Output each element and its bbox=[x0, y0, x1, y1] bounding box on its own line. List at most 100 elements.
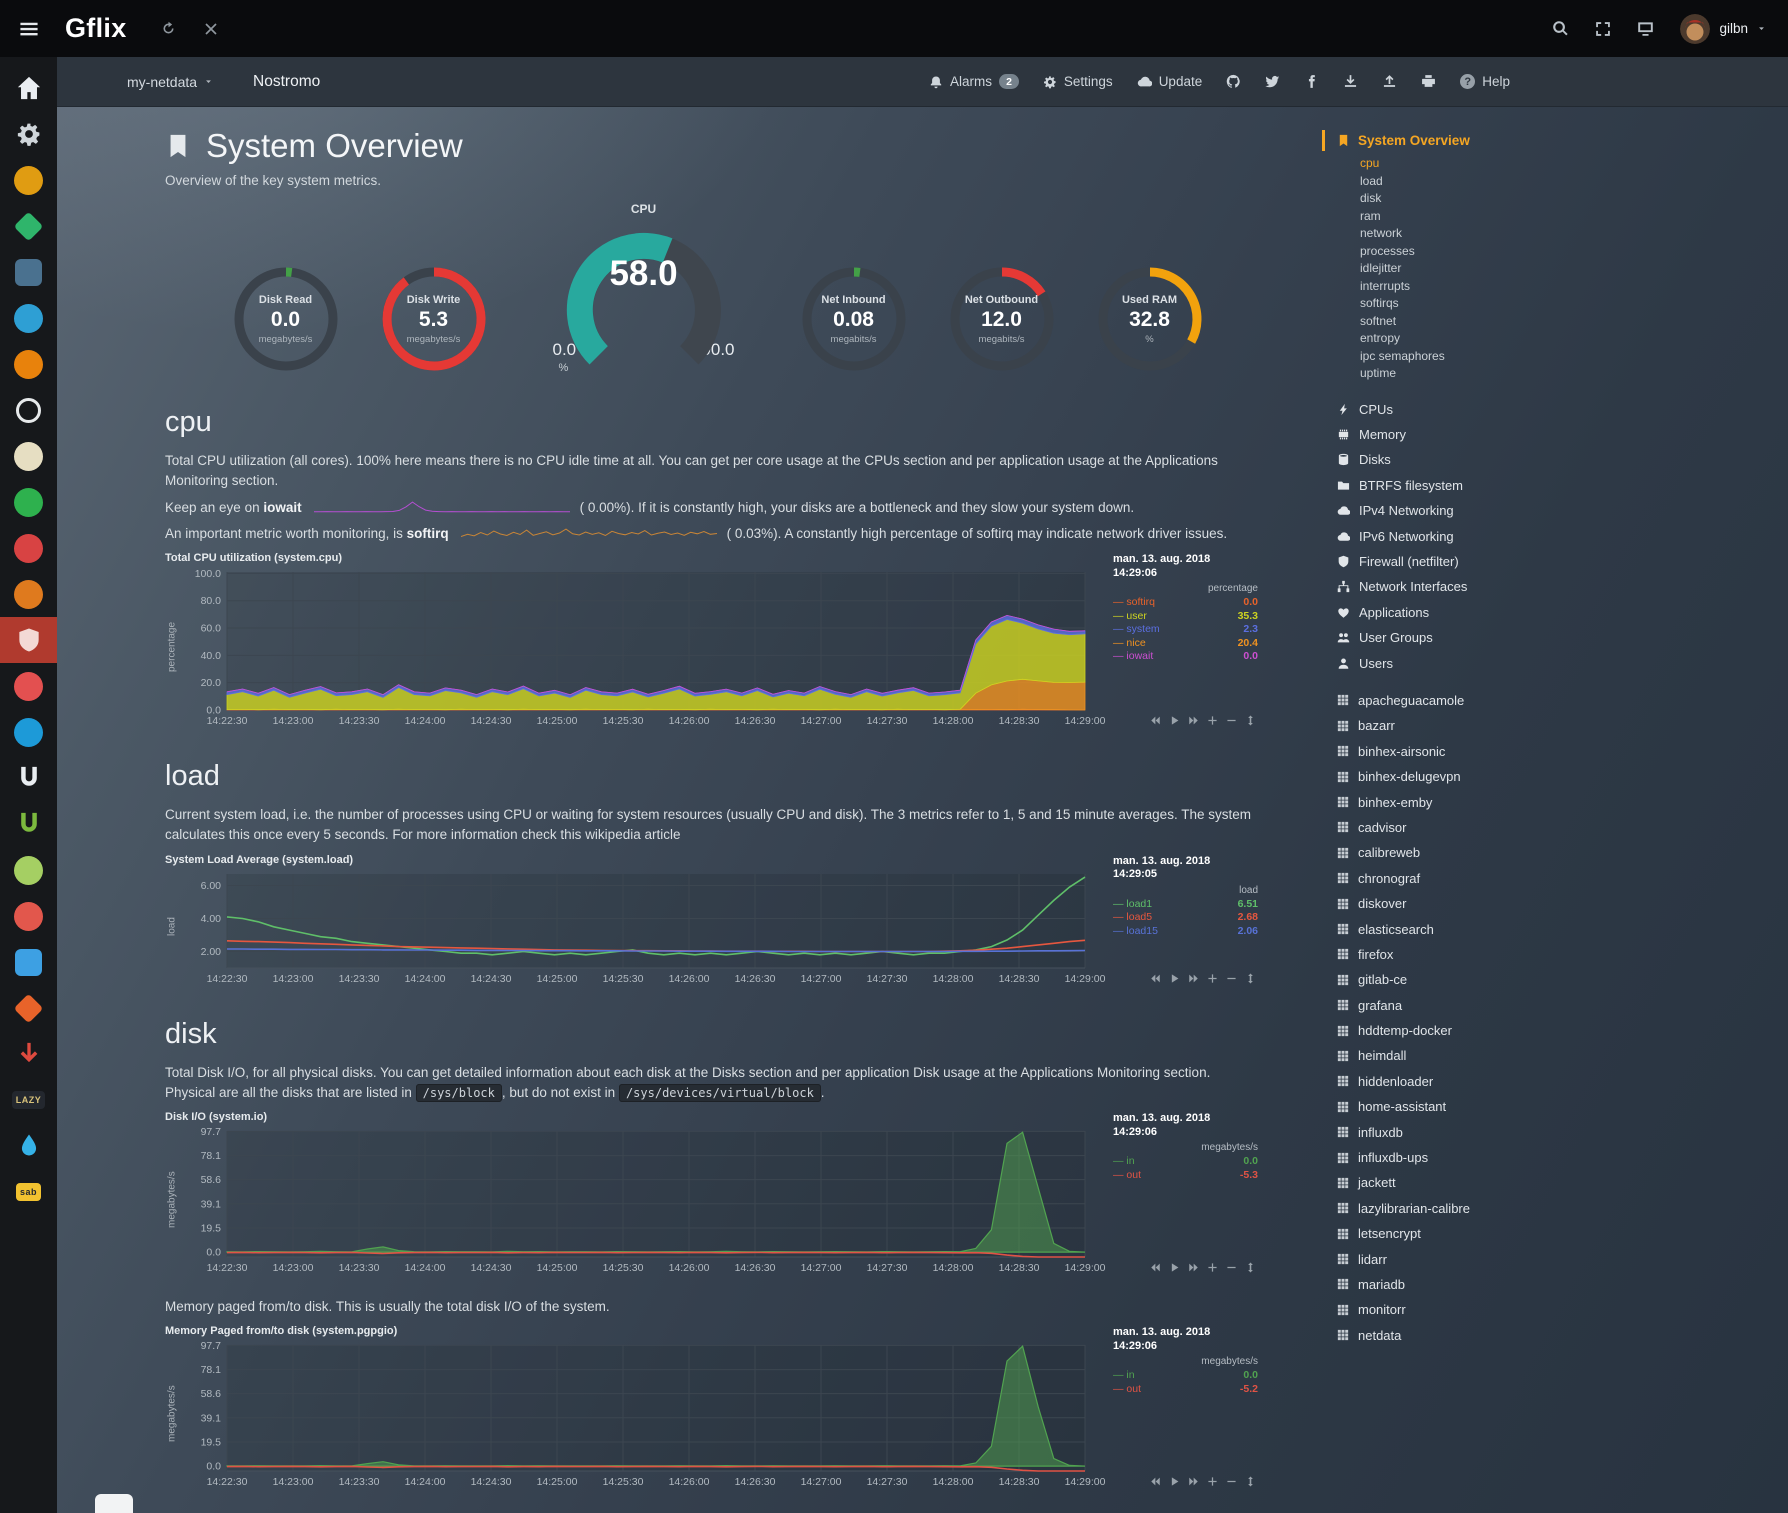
menu-app-letsencrypt[interactable]: letsencrypt bbox=[1337, 1221, 1581, 1246]
zoom-in-button[interactable] bbox=[1207, 715, 1218, 726]
gauge-disk-read[interactable]: Disk Read 0.0 megabytes/s bbox=[231, 264, 341, 374]
search-icon[interactable] bbox=[1552, 20, 1569, 37]
menu-app-mariadb[interactable]: mariadb bbox=[1337, 1272, 1581, 1297]
submenu-ipc-semaphores[interactable]: ipc semaphores bbox=[1360, 348, 1445, 363]
close-tab-icon[interactable] bbox=[204, 22, 218, 36]
chart-plot-disk[interactable]: 14:22:30 14:23:00 14:23:30 14:24:00 14:24:30… bbox=[179, 1125, 1111, 1275]
zoom-in-button[interactable] bbox=[1207, 1476, 1218, 1487]
menu-app-apacheguacamole[interactable]: apacheguacamole bbox=[1337, 688, 1581, 713]
menu-app-grafana[interactable]: grafana bbox=[1337, 992, 1581, 1017]
zoom-out-button[interactable] bbox=[1226, 715, 1237, 726]
legend-item-out[interactable]: — out -5.3 bbox=[1113, 1168, 1258, 1181]
rail-item-app-sab[interactable]: sab bbox=[0, 1169, 57, 1215]
zoom-in-button[interactable] bbox=[1207, 973, 1218, 984]
legend-item-system[interactable]: — system 2.3 bbox=[1113, 623, 1258, 635]
resize-handle[interactable] bbox=[1245, 1476, 1256, 1487]
gauge-used-ram[interactable]: Used RAM 32.8% bbox=[1095, 264, 1205, 374]
upload-icon[interactable] bbox=[1382, 74, 1397, 89]
rail-item-app-rose[interactable] bbox=[0, 663, 57, 709]
pan-forward-button[interactable] bbox=[1188, 973, 1199, 984]
menu-toggle-icon[interactable] bbox=[0, 0, 57, 57]
play-button[interactable] bbox=[1169, 1262, 1180, 1273]
rail-item-app-lazy[interactable]: LAZY bbox=[0, 1077, 57, 1123]
submenu-interrupts[interactable]: interrupts bbox=[1360, 278, 1411, 293]
zoom-out-button[interactable] bbox=[1226, 1262, 1237, 1273]
resize-handle[interactable] bbox=[1245, 972, 1256, 984]
menu-firewall-netfilter-[interactable]: Firewall (netfilter) bbox=[1337, 549, 1581, 574]
pan-forward-button[interactable] bbox=[1188, 715, 1199, 726]
submenu-ram[interactable]: ram bbox=[1360, 208, 1381, 223]
legend-item-load15[interactable]: — load15 2.06 bbox=[1113, 924, 1258, 937]
menu-app-chronograf[interactable]: chronograf bbox=[1337, 866, 1581, 891]
legend-item-user[interactable]: — user 35.3 bbox=[1113, 609, 1258, 622]
menu-app-binhex-airsonic[interactable]: binhex-airsonic bbox=[1337, 739, 1581, 764]
rail-item-app-cream[interactable] bbox=[0, 433, 57, 479]
menu-app-home-assistant[interactable]: home-assistant bbox=[1337, 1094, 1581, 1119]
gauge-disk-write[interactable]: Disk Write 5.3 megabytes/s bbox=[379, 264, 489, 374]
chart-plot-cpu[interactable]: 14:22:30 14:23:00 14:23:30 14:24:00 14:24:30… bbox=[179, 566, 1111, 728]
submenu-idlejitter[interactable]: idlejitter bbox=[1360, 261, 1402, 275]
submenu-load[interactable]: load bbox=[1360, 173, 1383, 188]
menu-memory[interactable]: Memory bbox=[1337, 422, 1581, 447]
rail-item-app-orange[interactable] bbox=[0, 157, 57, 203]
submenu-uptime[interactable]: uptime bbox=[1360, 366, 1397, 380]
gauge-net-inbound[interactable]: Net Inbound 0.08 megabits/s bbox=[799, 264, 909, 374]
play-button[interactable] bbox=[1169, 715, 1180, 726]
menu-app-gitlab-ce[interactable]: gitlab-ce bbox=[1337, 967, 1581, 992]
menu-btrfs-filesystem[interactable]: BTRFS filesystem bbox=[1337, 473, 1581, 498]
rail-item-app-red[interactable] bbox=[0, 525, 57, 571]
rail-item-app-horseshoe-green[interactable] bbox=[0, 801, 57, 847]
rail-item-app-green-diamond[interactable] bbox=[0, 203, 57, 249]
legend-item-load1[interactable]: — load1 6.51 bbox=[1113, 897, 1258, 910]
legend-item-iowait[interactable]: — iowait 0.0 bbox=[1113, 650, 1258, 662]
twitter-icon[interactable] bbox=[1265, 74, 1280, 89]
rail-item-app-coral[interactable] bbox=[0, 893, 57, 939]
zoom-out-button[interactable] bbox=[1226, 1476, 1237, 1487]
menu-app-binhex-delugevpn[interactable]: binhex-delugevpn bbox=[1337, 764, 1581, 789]
rail-item-app-pumpkin[interactable] bbox=[0, 571, 57, 617]
rail-item-app-blue-tile[interactable] bbox=[0, 939, 57, 985]
github-icon[interactable] bbox=[1226, 74, 1241, 89]
menu-system-overview[interactable]: System Overview bbox=[1322, 130, 1581, 151]
rail-item-app-skyblue[interactable] bbox=[0, 295, 57, 341]
menu-applications[interactable]: Applications bbox=[1337, 600, 1581, 625]
rail-item-app-ring[interactable] bbox=[0, 387, 57, 433]
menu-app-jackett[interactable]: jackett bbox=[1337, 1170, 1581, 1195]
menu-app-calibreweb[interactable]: calibreweb bbox=[1337, 840, 1581, 865]
menu-app-elasticsearch[interactable]: elasticsearch bbox=[1337, 916, 1581, 941]
rail-item-app-shield[interactable] bbox=[0, 617, 57, 663]
menu-app-lazylibrarian-calibre[interactable]: lazylibrarian-calibre bbox=[1337, 1196, 1581, 1221]
pan-backward-button[interactable] bbox=[1150, 973, 1161, 984]
pan-forward-button[interactable] bbox=[1188, 1262, 1199, 1273]
rail-item-home[interactable] bbox=[0, 65, 57, 111]
display-settings-icon[interactable] bbox=[1637, 20, 1654, 37]
legend-item-load5[interactable]: — load5 2.68 bbox=[1113, 911, 1258, 923]
menu-disks[interactable]: Disks bbox=[1337, 447, 1581, 472]
resize-handle[interactable] bbox=[1245, 715, 1256, 726]
legend-item-out[interactable]: — out -5.2 bbox=[1113, 1382, 1258, 1395]
rail-item-app-drop[interactable] bbox=[0, 1123, 57, 1169]
resize-handle[interactable] bbox=[1245, 1262, 1256, 1273]
alarms-button[interactable]: Alarms 2 bbox=[929, 74, 1019, 89]
chart-plot-pgpgio[interactable]: 14:22:30 14:23:00 14:23:30 14:24:00 14:24:30… bbox=[179, 1339, 1111, 1489]
menu-app-diskover[interactable]: diskover bbox=[1337, 891, 1581, 916]
rail-item-settings[interactable] bbox=[0, 111, 57, 157]
chart-plot-load[interactable]: 14:22:30 14:23:00 14:23:30 14:24:00 14:24:30… bbox=[179, 868, 1111, 986]
menu-app-netdata[interactable]: netdata bbox=[1337, 1323, 1581, 1348]
server-dropdown[interactable]: my-netdata bbox=[127, 74, 213, 90]
menu-app-influxdb-ups[interactable]: influxdb-ups bbox=[1337, 1145, 1581, 1170]
user-menu[interactable]: gilbn bbox=[1680, 13, 1766, 44]
legend-item-softirq[interactable]: — softirq 0.0 bbox=[1113, 596, 1258, 608]
menu-app-firefox[interactable]: firefox bbox=[1337, 942, 1581, 967]
zoom-in-button[interactable] bbox=[1207, 1262, 1218, 1273]
rail-item-app-green[interactable] bbox=[0, 479, 57, 525]
menu-app-heimdall[interactable]: heimdall bbox=[1337, 1043, 1581, 1068]
submenu-processes[interactable]: processes bbox=[1360, 243, 1415, 258]
play-button[interactable] bbox=[1169, 1476, 1180, 1487]
menu-app-influxdb[interactable]: influxdb bbox=[1337, 1119, 1581, 1144]
pan-forward-button[interactable] bbox=[1188, 1476, 1199, 1487]
rail-item-app-steel[interactable] bbox=[0, 249, 57, 295]
legend-item-in[interactable]: — in 0.0 bbox=[1113, 1155, 1258, 1167]
rail-item-app-horseshoe[interactable] bbox=[0, 755, 57, 801]
submenu-entropy[interactable]: entropy bbox=[1360, 331, 1401, 345]
